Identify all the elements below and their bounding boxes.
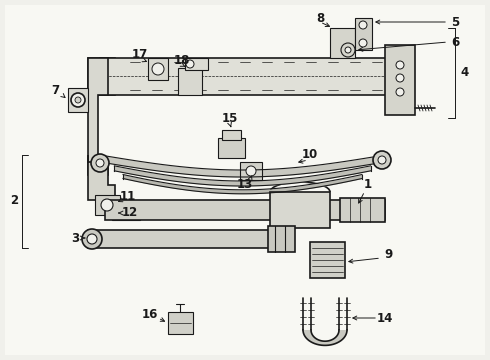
Circle shape — [341, 43, 355, 57]
Text: 9: 9 — [384, 248, 392, 261]
Text: 1: 1 — [364, 179, 372, 192]
Text: 8: 8 — [316, 12, 324, 24]
Text: 3: 3 — [71, 231, 79, 244]
Circle shape — [246, 166, 256, 176]
Text: 5: 5 — [451, 15, 459, 28]
Polygon shape — [268, 226, 295, 252]
Text: 10: 10 — [302, 148, 318, 162]
Text: 16: 16 — [142, 309, 158, 321]
Circle shape — [345, 47, 351, 53]
Circle shape — [75, 97, 81, 103]
Text: 14: 14 — [377, 311, 393, 324]
Polygon shape — [88, 230, 275, 248]
Polygon shape — [100, 58, 400, 95]
Text: 18: 18 — [174, 54, 190, 67]
Polygon shape — [168, 312, 193, 334]
Text: 2: 2 — [10, 194, 18, 207]
Circle shape — [101, 199, 113, 211]
Polygon shape — [112, 205, 140, 220]
Circle shape — [373, 151, 391, 169]
Polygon shape — [330, 28, 355, 58]
Polygon shape — [95, 195, 120, 215]
Polygon shape — [222, 130, 241, 140]
Text: 4: 4 — [461, 66, 469, 78]
Text: 11: 11 — [120, 189, 136, 202]
Circle shape — [396, 88, 404, 96]
Polygon shape — [68, 88, 88, 112]
Polygon shape — [88, 58, 115, 95]
Polygon shape — [270, 192, 330, 228]
Text: 17: 17 — [132, 49, 148, 62]
Circle shape — [186, 60, 194, 68]
Polygon shape — [240, 162, 262, 180]
Polygon shape — [218, 138, 245, 158]
Circle shape — [91, 154, 109, 172]
Polygon shape — [88, 155, 115, 200]
Circle shape — [87, 234, 97, 244]
Polygon shape — [340, 198, 385, 222]
Polygon shape — [185, 58, 208, 70]
Polygon shape — [148, 58, 168, 80]
Polygon shape — [303, 330, 347, 345]
Circle shape — [396, 74, 404, 82]
Polygon shape — [310, 242, 345, 278]
Text: 12: 12 — [122, 207, 138, 220]
Polygon shape — [88, 58, 108, 175]
Text: 15: 15 — [222, 112, 238, 125]
Circle shape — [71, 93, 85, 107]
Text: 7: 7 — [51, 84, 59, 96]
Polygon shape — [178, 68, 202, 95]
Text: 6: 6 — [451, 36, 459, 49]
Circle shape — [82, 229, 102, 249]
Circle shape — [396, 61, 404, 69]
Circle shape — [359, 21, 367, 29]
Text: 13: 13 — [237, 179, 253, 192]
Circle shape — [152, 63, 164, 75]
Polygon shape — [5, 5, 485, 355]
Circle shape — [378, 156, 386, 164]
Polygon shape — [355, 18, 372, 50]
Polygon shape — [385, 45, 415, 115]
Polygon shape — [105, 200, 385, 220]
Circle shape — [359, 39, 367, 47]
Circle shape — [96, 159, 104, 167]
